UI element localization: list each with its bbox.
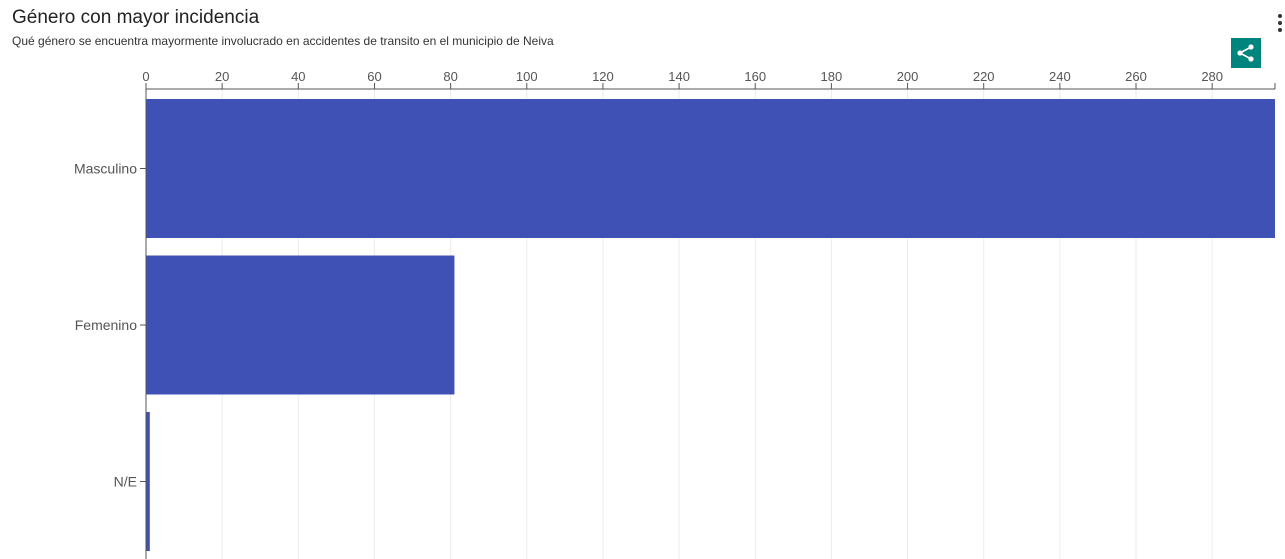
y-tick-label: Femenino: [75, 317, 137, 333]
x-tick-label: 240: [1049, 69, 1071, 84]
x-tick-label: 60: [367, 69, 381, 84]
share-button[interactable]: [1231, 38, 1261, 68]
x-tick-label: 260: [1125, 69, 1147, 84]
x-tick-label: 140: [668, 69, 690, 84]
x-tick-label: 220: [973, 69, 995, 84]
bar: [146, 99, 1275, 238]
x-tick-label: 120: [592, 69, 614, 84]
y-tick-label: N/E: [114, 474, 137, 490]
x-tick-label: 200: [897, 69, 919, 84]
x-tick-label: 160: [744, 69, 766, 84]
bar: [146, 412, 150, 551]
x-tick-label: 180: [821, 69, 843, 84]
chart-title: Género con mayor incidencia: [12, 7, 260, 28]
y-tick-label: Masculino: [74, 161, 137, 177]
more-vertical-icon[interactable]: [1276, 14, 1284, 34]
bar: [146, 255, 455, 395]
chart-subtitle: Qué género se encuentra mayormente invol…: [12, 34, 554, 48]
x-tick-label: 20: [215, 69, 229, 84]
x-tick-label: 100: [516, 69, 538, 84]
share-icon: [1237, 44, 1254, 62]
x-tick-label: 80: [443, 69, 457, 84]
x-tick-label: 280: [1201, 69, 1223, 84]
x-tick-label: 0: [142, 69, 149, 84]
x-tick-label: 40: [291, 69, 305, 84]
